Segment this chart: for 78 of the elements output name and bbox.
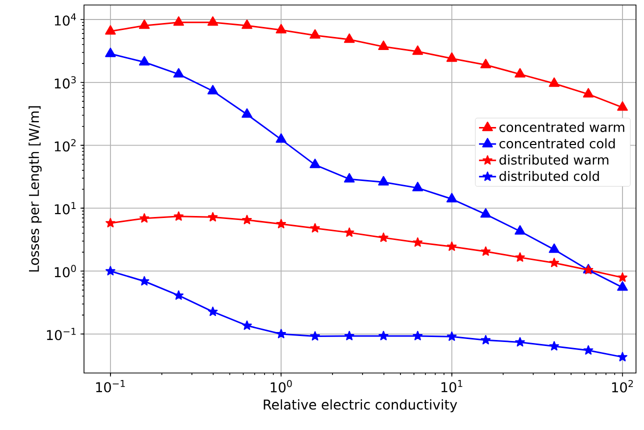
point <box>310 158 320 168</box>
point <box>549 341 560 350</box>
y-tick-label: 10$^{2}$ <box>54 139 76 152</box>
point <box>173 68 184 78</box>
x-tick-label: 10$^{1}$ <box>441 380 462 392</box>
point <box>207 84 218 94</box>
point <box>276 133 286 143</box>
point <box>378 330 388 340</box>
point <box>276 218 286 228</box>
point <box>618 272 628 282</box>
point <box>242 214 252 224</box>
point <box>344 330 354 340</box>
point <box>105 25 116 35</box>
point <box>618 352 628 362</box>
y-tick-label: 10$^{4}$ <box>54 13 76 26</box>
point <box>515 252 525 262</box>
point <box>174 211 184 221</box>
y-tick-label: 10$^{−1}$ <box>46 328 76 340</box>
point <box>583 345 594 355</box>
point <box>378 232 388 242</box>
point <box>480 208 492 218</box>
point <box>208 306 218 316</box>
point <box>106 266 116 276</box>
x-axis-title: Relative electric conductivity <box>264 399 458 412</box>
point <box>548 243 560 253</box>
point <box>549 258 560 268</box>
point <box>242 108 252 118</box>
point <box>515 337 525 346</box>
point <box>174 290 184 300</box>
point <box>344 33 355 43</box>
point <box>446 331 457 341</box>
point <box>105 48 116 58</box>
point <box>138 19 150 29</box>
legend-label: distributed cold <box>500 171 599 182</box>
point <box>378 40 389 50</box>
point <box>617 101 628 111</box>
legend-label: concentrated cold <box>500 138 615 148</box>
point <box>412 182 424 192</box>
point <box>412 45 424 55</box>
point <box>310 223 320 232</box>
point <box>446 52 458 62</box>
point <box>412 330 423 340</box>
point <box>242 19 252 29</box>
point <box>207 16 218 26</box>
point <box>276 24 286 34</box>
point <box>617 281 628 291</box>
point <box>514 68 526 78</box>
point <box>208 212 218 222</box>
point <box>310 331 320 341</box>
point <box>446 192 458 202</box>
point <box>139 276 150 286</box>
point <box>173 16 184 26</box>
point <box>514 225 526 235</box>
y-axis-title: Losses per Length [W/m] <box>28 106 42 272</box>
y-tick-label: 10$^{1}$ <box>54 202 76 214</box>
point <box>412 237 423 247</box>
point <box>548 77 560 87</box>
point <box>480 58 492 68</box>
y-tick-label: 10$^{0}$ <box>54 264 76 278</box>
point <box>480 246 491 256</box>
legend-label: concentrated warm <box>500 122 624 132</box>
y-tick-label: 10$^{3}$ <box>54 76 76 89</box>
x-tick-label: 10$^{2}$ <box>612 380 633 392</box>
legend-label: distributed warm <box>500 154 608 165</box>
point <box>480 335 491 344</box>
point <box>138 56 150 66</box>
point <box>310 29 320 39</box>
point <box>446 242 457 251</box>
point <box>344 227 354 237</box>
point <box>276 328 286 338</box>
point <box>242 320 252 330</box>
point <box>582 88 594 98</box>
x-tick-label: 10$^{0}$ <box>270 380 292 392</box>
point <box>139 213 150 223</box>
point <box>378 176 389 186</box>
x-tick-label: 10$^{−1}$ <box>96 380 125 392</box>
point <box>106 218 116 228</box>
point <box>344 173 355 182</box>
